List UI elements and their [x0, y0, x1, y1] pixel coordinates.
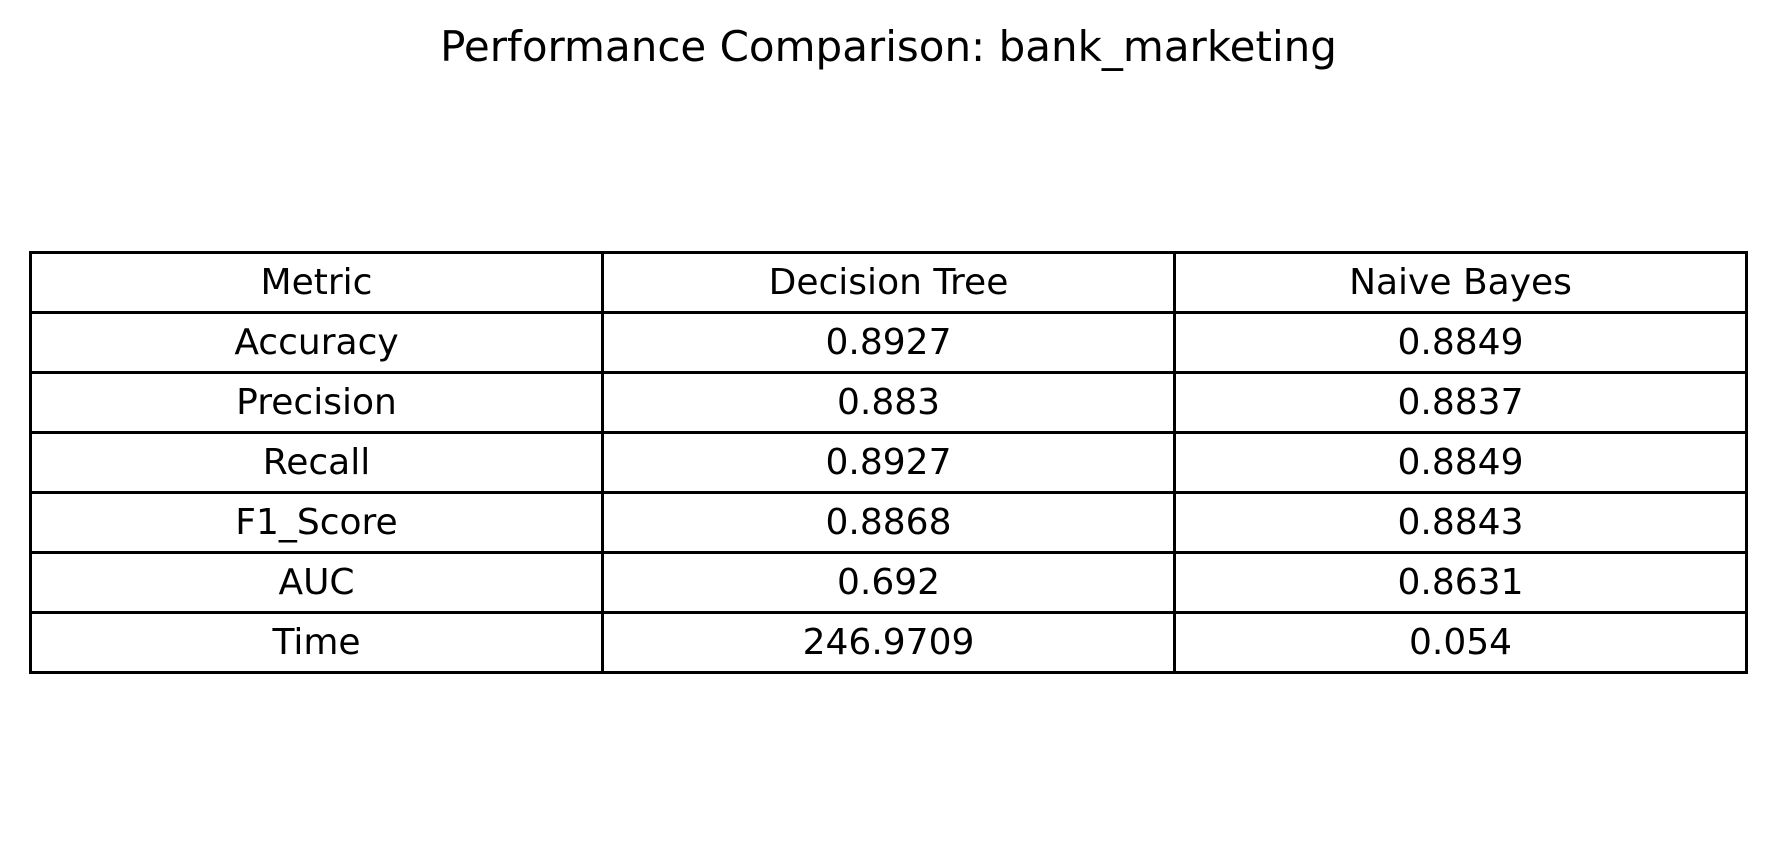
metrics-table-body: Metric Decision Tree Naive Bayes Accurac… [29, 251, 1748, 674]
naive-bayes-value-cell: 0.8837 [1173, 371, 1748, 434]
header-cell-decision-tree: Decision Tree [601, 251, 1176, 314]
naive-bayes-value-cell: 0.8849 [1173, 311, 1748, 374]
decision-tree-value-cell: 0.8868 [601, 491, 1176, 554]
decision-tree-value-cell: 0.692 [601, 551, 1176, 614]
table-row: Time 246.9709 0.054 [29, 611, 1748, 674]
chart-title: Performance Comparison: bank_marketing [440, 22, 1337, 71]
metrics-table: Metric Decision Tree Naive Bayes Accurac… [29, 251, 1748, 674]
header-cell-naive-bayes: Naive Bayes [1173, 251, 1748, 314]
naive-bayes-value-cell: 0.8631 [1173, 551, 1748, 614]
metric-name-cell: Precision [29, 371, 604, 434]
header-cell-metric: Metric [29, 251, 604, 314]
metric-name-cell: Accuracy [29, 311, 604, 374]
metric-name-cell: AUC [29, 551, 604, 614]
metric-name-cell: Time [29, 611, 604, 674]
table-row: F1_Score 0.8868 0.8843 [29, 491, 1748, 554]
table-row: Precision 0.883 0.8837 [29, 371, 1748, 434]
table-row: AUC 0.692 0.8631 [29, 551, 1748, 614]
table-row: Accuracy 0.8927 0.8849 [29, 311, 1748, 374]
naive-bayes-value-cell: 0.8843 [1173, 491, 1748, 554]
naive-bayes-value-cell: 0.8849 [1173, 431, 1748, 494]
decision-tree-value-cell: 246.9709 [601, 611, 1176, 674]
metric-name-cell: Recall [29, 431, 604, 494]
metric-name-cell: F1_Score [29, 491, 604, 554]
decision-tree-value-cell: 0.883 [601, 371, 1176, 434]
decision-tree-value-cell: 0.8927 [601, 431, 1176, 494]
decision-tree-value-cell: 0.8927 [601, 311, 1176, 374]
table-row: Recall 0.8927 0.8849 [29, 431, 1748, 494]
table-header-row: Metric Decision Tree Naive Bayes [29, 251, 1748, 314]
naive-bayes-value-cell: 0.054 [1173, 611, 1748, 674]
